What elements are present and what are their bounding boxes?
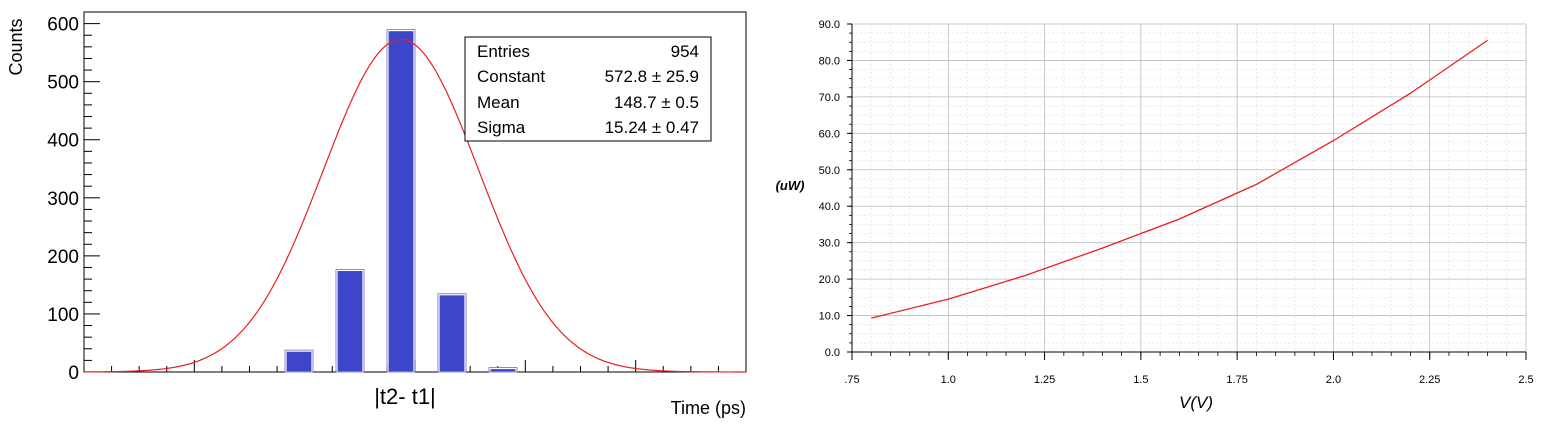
line-chart: 0.010.020.030.040.050.060.070.080.090.0 … xyxy=(776,19,1534,412)
bars xyxy=(284,29,518,373)
stats-label-constant: Constant xyxy=(477,67,545,86)
stats-value-mean: 148.7 ± 0.5 xyxy=(614,93,699,112)
x-axis-ticks: .75 1.0 1.25 1.5 1.75 2.0 2.25 2.5 xyxy=(844,352,1534,386)
stats-label-sigma: Sigma xyxy=(477,118,526,137)
histogram-bar-outline xyxy=(335,268,365,373)
x-tick-label: 1.25 xyxy=(1034,374,1055,386)
histogram-bar-outline xyxy=(488,367,518,373)
x-axis-label: Time (ps) xyxy=(671,398,746,418)
histogram-bar-outline xyxy=(437,293,467,373)
y-tick-label: 300 xyxy=(47,189,79,210)
x-tick-label: 1.75 xyxy=(1226,374,1247,386)
stats-value-sigma: 15.24 ± 0.47 xyxy=(605,118,699,137)
histogram-bar xyxy=(336,269,364,373)
y-axis-label: (uW) xyxy=(776,178,805,193)
y-tick-label: 60.0 xyxy=(819,128,840,140)
stats-value-constant: 572.8 ± 25.9 xyxy=(605,67,699,86)
y-tick-label: 400 xyxy=(47,131,79,152)
histogram-bar xyxy=(285,350,313,373)
y-tick-label: 100 xyxy=(47,305,79,326)
y-tick-label: 0 xyxy=(68,363,79,384)
y-tick-label: 30.0 xyxy=(819,238,840,250)
stats-label-entries: Entries xyxy=(477,42,530,61)
series-line xyxy=(871,39,1488,319)
y-tick-label: 500 xyxy=(47,73,79,94)
x-axis-label: V(V) xyxy=(1179,393,1213,412)
annotation-label: |t2- t1| xyxy=(374,384,436,409)
stats-box: Entries 954 Constant 572.8 ± 25.9 Mean 1… xyxy=(464,36,712,142)
histogram-chart: Counts 0 100 200 300 400 500 600 Time (ps) |t2… xyxy=(6,11,747,418)
y-tick-label: 80.0 xyxy=(819,55,840,67)
histogram-bar xyxy=(438,294,466,373)
y-tick-label: 600 xyxy=(47,15,79,36)
x-tick-label: .75 xyxy=(844,374,859,386)
y-tick-label: 50.0 xyxy=(819,165,840,177)
stats-box-frame xyxy=(464,36,712,142)
y-axis-label: Counts xyxy=(6,18,26,75)
x-tick-label: 2.5 xyxy=(1518,374,1533,386)
y-tick-label: 200 xyxy=(47,247,79,268)
histogram-bar-outline xyxy=(284,349,314,373)
stats-label-mean: Mean xyxy=(477,93,520,112)
x-tick-label: 1.0 xyxy=(941,374,956,386)
histogram-bar-outline xyxy=(386,29,416,373)
y-axis-ticks: 0 100 200 300 400 500 600 xyxy=(47,15,100,384)
y-tick-label: 90.0 xyxy=(819,19,840,31)
x-tick-label: 2.25 xyxy=(1419,374,1440,386)
y-tick-label: 40.0 xyxy=(819,201,840,213)
stats-value-entries: 954 xyxy=(671,42,699,61)
fit-curve xyxy=(83,38,746,373)
y-tick-label: 70.0 xyxy=(819,92,840,104)
y-tick-label: 20.0 xyxy=(819,274,840,286)
y-axis-ticks: 0.0 10.0 20.0 30.0 40.0 50.0 60.0 70.0 80.0 90.0 xyxy=(819,19,852,359)
power-curve xyxy=(871,39,1488,319)
y-tick-label: 0.0 xyxy=(825,347,840,359)
x-tick-label: 1.5 xyxy=(1133,374,1148,386)
y-tick-label: 10.0 xyxy=(819,311,840,323)
gaussian-fit-line xyxy=(83,38,746,373)
grid xyxy=(851,23,1527,353)
x-tick-label: 2.0 xyxy=(1326,374,1341,386)
histogram-bar xyxy=(387,29,415,373)
histogram-bar xyxy=(489,367,517,373)
